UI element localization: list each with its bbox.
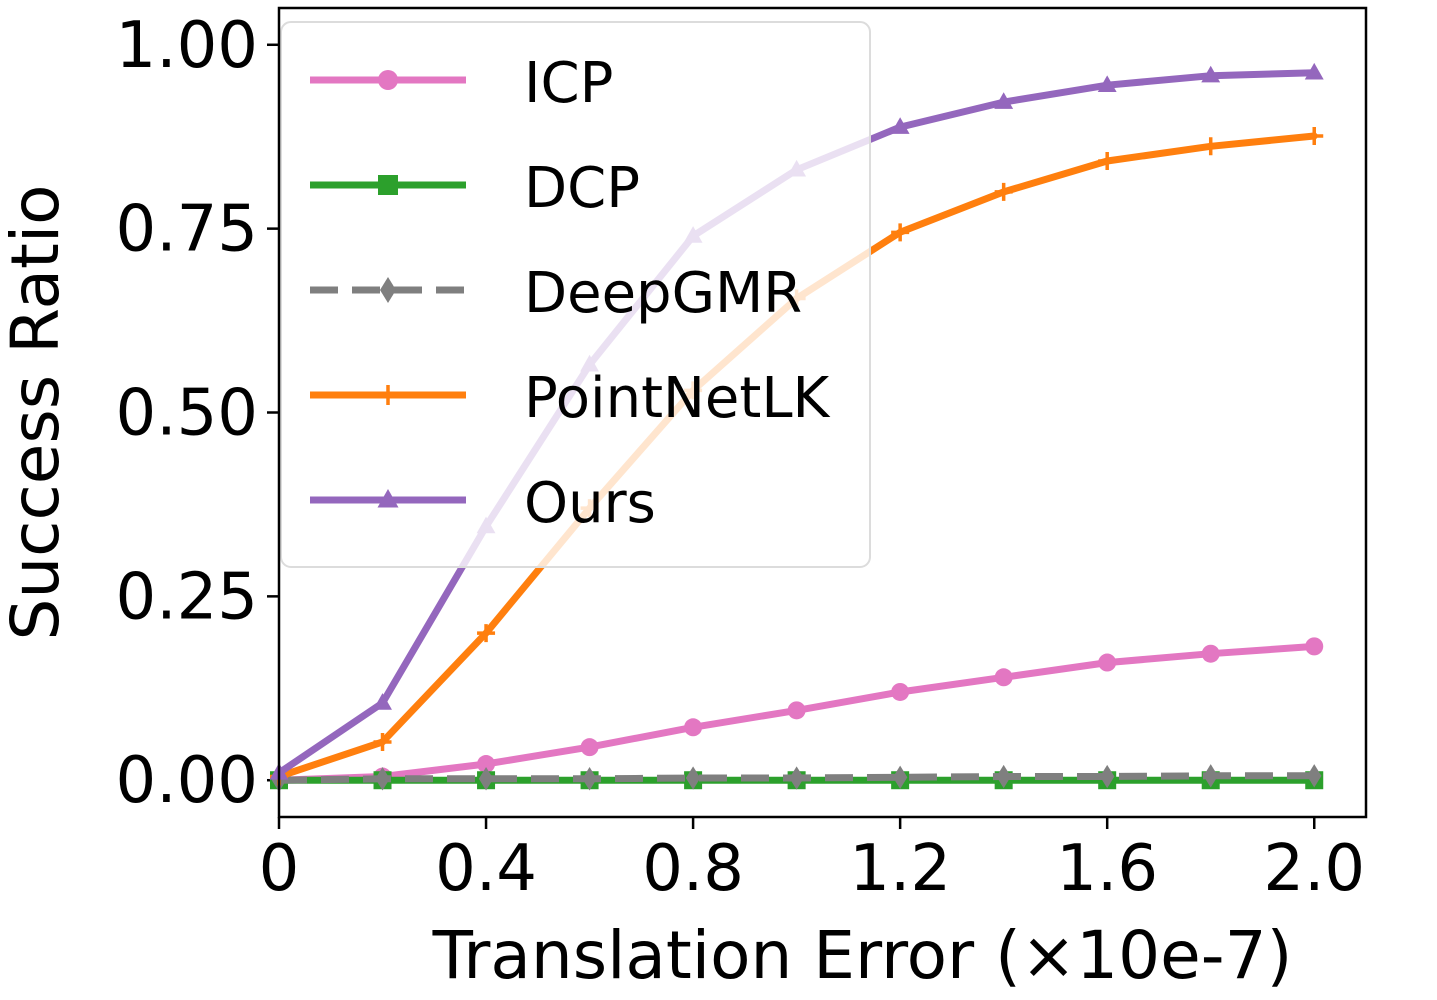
data-point-ours bbox=[1304, 62, 1324, 80]
legend-entry-deepgmr: DeepGMR bbox=[310, 261, 802, 326]
data-point-ours bbox=[1201, 65, 1221, 83]
legend-marker bbox=[378, 385, 398, 405]
legend-label: Ours bbox=[524, 471, 656, 536]
data-point-ours bbox=[890, 117, 910, 134]
data-point-icp bbox=[994, 668, 1013, 687]
data-point-deepgmr bbox=[685, 766, 701, 790]
x-tick-label: 1.2 bbox=[849, 832, 951, 906]
legend-label: DCP bbox=[524, 156, 640, 221]
legend-entry-dcp: DCP bbox=[310, 156, 640, 221]
y-tick-label: 0.75 bbox=[116, 193, 259, 267]
legend-entry-icp: ICP bbox=[310, 51, 613, 116]
data-point-deepgmr bbox=[1099, 764, 1115, 789]
data-point-pointnetlk bbox=[1305, 126, 1324, 145]
data-point-pointnetlk bbox=[891, 223, 910, 242]
data-point-deepgmr bbox=[789, 766, 804, 790]
data-point-pointnetlk bbox=[477, 624, 496, 643]
data-point-icp bbox=[891, 682, 910, 701]
data-point-ours bbox=[1097, 75, 1117, 92]
data-point-deepgmr bbox=[375, 767, 390, 791]
data-point-deepgmr bbox=[582, 767, 597, 791]
plot-frame bbox=[277, 6, 1368, 819]
data-point-ours bbox=[994, 92, 1014, 109]
x-tick-label: 2.0 bbox=[1263, 832, 1365, 906]
data-point-deepgmr bbox=[1203, 764, 1218, 788]
legend-entry-pointnetlk: PointNetLK bbox=[310, 366, 831, 431]
legend-label: DeepGMR bbox=[524, 261, 802, 326]
data-point-deepgmr bbox=[1307, 764, 1322, 788]
x-axis-label: Translation Error (×10e-7) bbox=[432, 917, 1293, 994]
data-point-icp bbox=[787, 701, 806, 720]
legend-box bbox=[280, 21, 871, 568]
legend-label: ICP bbox=[524, 51, 613, 116]
y-tick-label: 0.50 bbox=[116, 377, 259, 451]
data-point-deepgmr bbox=[892, 765, 908, 789]
y-tick-label: 1.00 bbox=[116, 9, 259, 83]
axes: 0 0.4 0.8 1.2 1.6 2.0 0.00 0.25 0.50 0.75 1.00 bbox=[116, 9, 1366, 906]
data-point-icp bbox=[1305, 637, 1324, 656]
data-point-icp bbox=[580, 738, 599, 757]
legend-marker bbox=[377, 489, 399, 508]
data-point-pointnetlk bbox=[1098, 151, 1117, 170]
data-point-deepgmr bbox=[478, 767, 494, 791]
data-point-pointnetlk bbox=[373, 732, 392, 751]
legend-marker bbox=[378, 70, 398, 90]
x-tick-label: 1.6 bbox=[1056, 832, 1158, 906]
x-tick-label: 0.8 bbox=[642, 832, 744, 906]
x-tick-label: 0.4 bbox=[435, 832, 537, 906]
data-point-icp bbox=[1201, 644, 1220, 663]
y-axis-label: Success Ratio bbox=[0, 184, 74, 640]
data-point-icp bbox=[1098, 653, 1117, 672]
x-tick-label: 0 bbox=[259, 832, 300, 906]
y-tick-label: 0.25 bbox=[116, 560, 259, 634]
data-point-deepgmr bbox=[996, 764, 1011, 789]
legend-label: PointNetLK bbox=[524, 366, 831, 431]
data-point-icp bbox=[477, 755, 496, 774]
data-point-pointnetlk bbox=[994, 182, 1013, 201]
legend: ICP DCP DeepGMR PointNetLK Ours bbox=[280, 21, 871, 568]
data-point-pointnetlk bbox=[1201, 137, 1220, 156]
legend-marker bbox=[380, 277, 396, 303]
legend-marker bbox=[378, 175, 398, 195]
y-tick-label: 0.00 bbox=[116, 744, 259, 818]
legend-entry-ours: Ours bbox=[310, 471, 656, 536]
data-point-icp bbox=[684, 718, 703, 737]
data-point-ours bbox=[373, 693, 392, 710]
